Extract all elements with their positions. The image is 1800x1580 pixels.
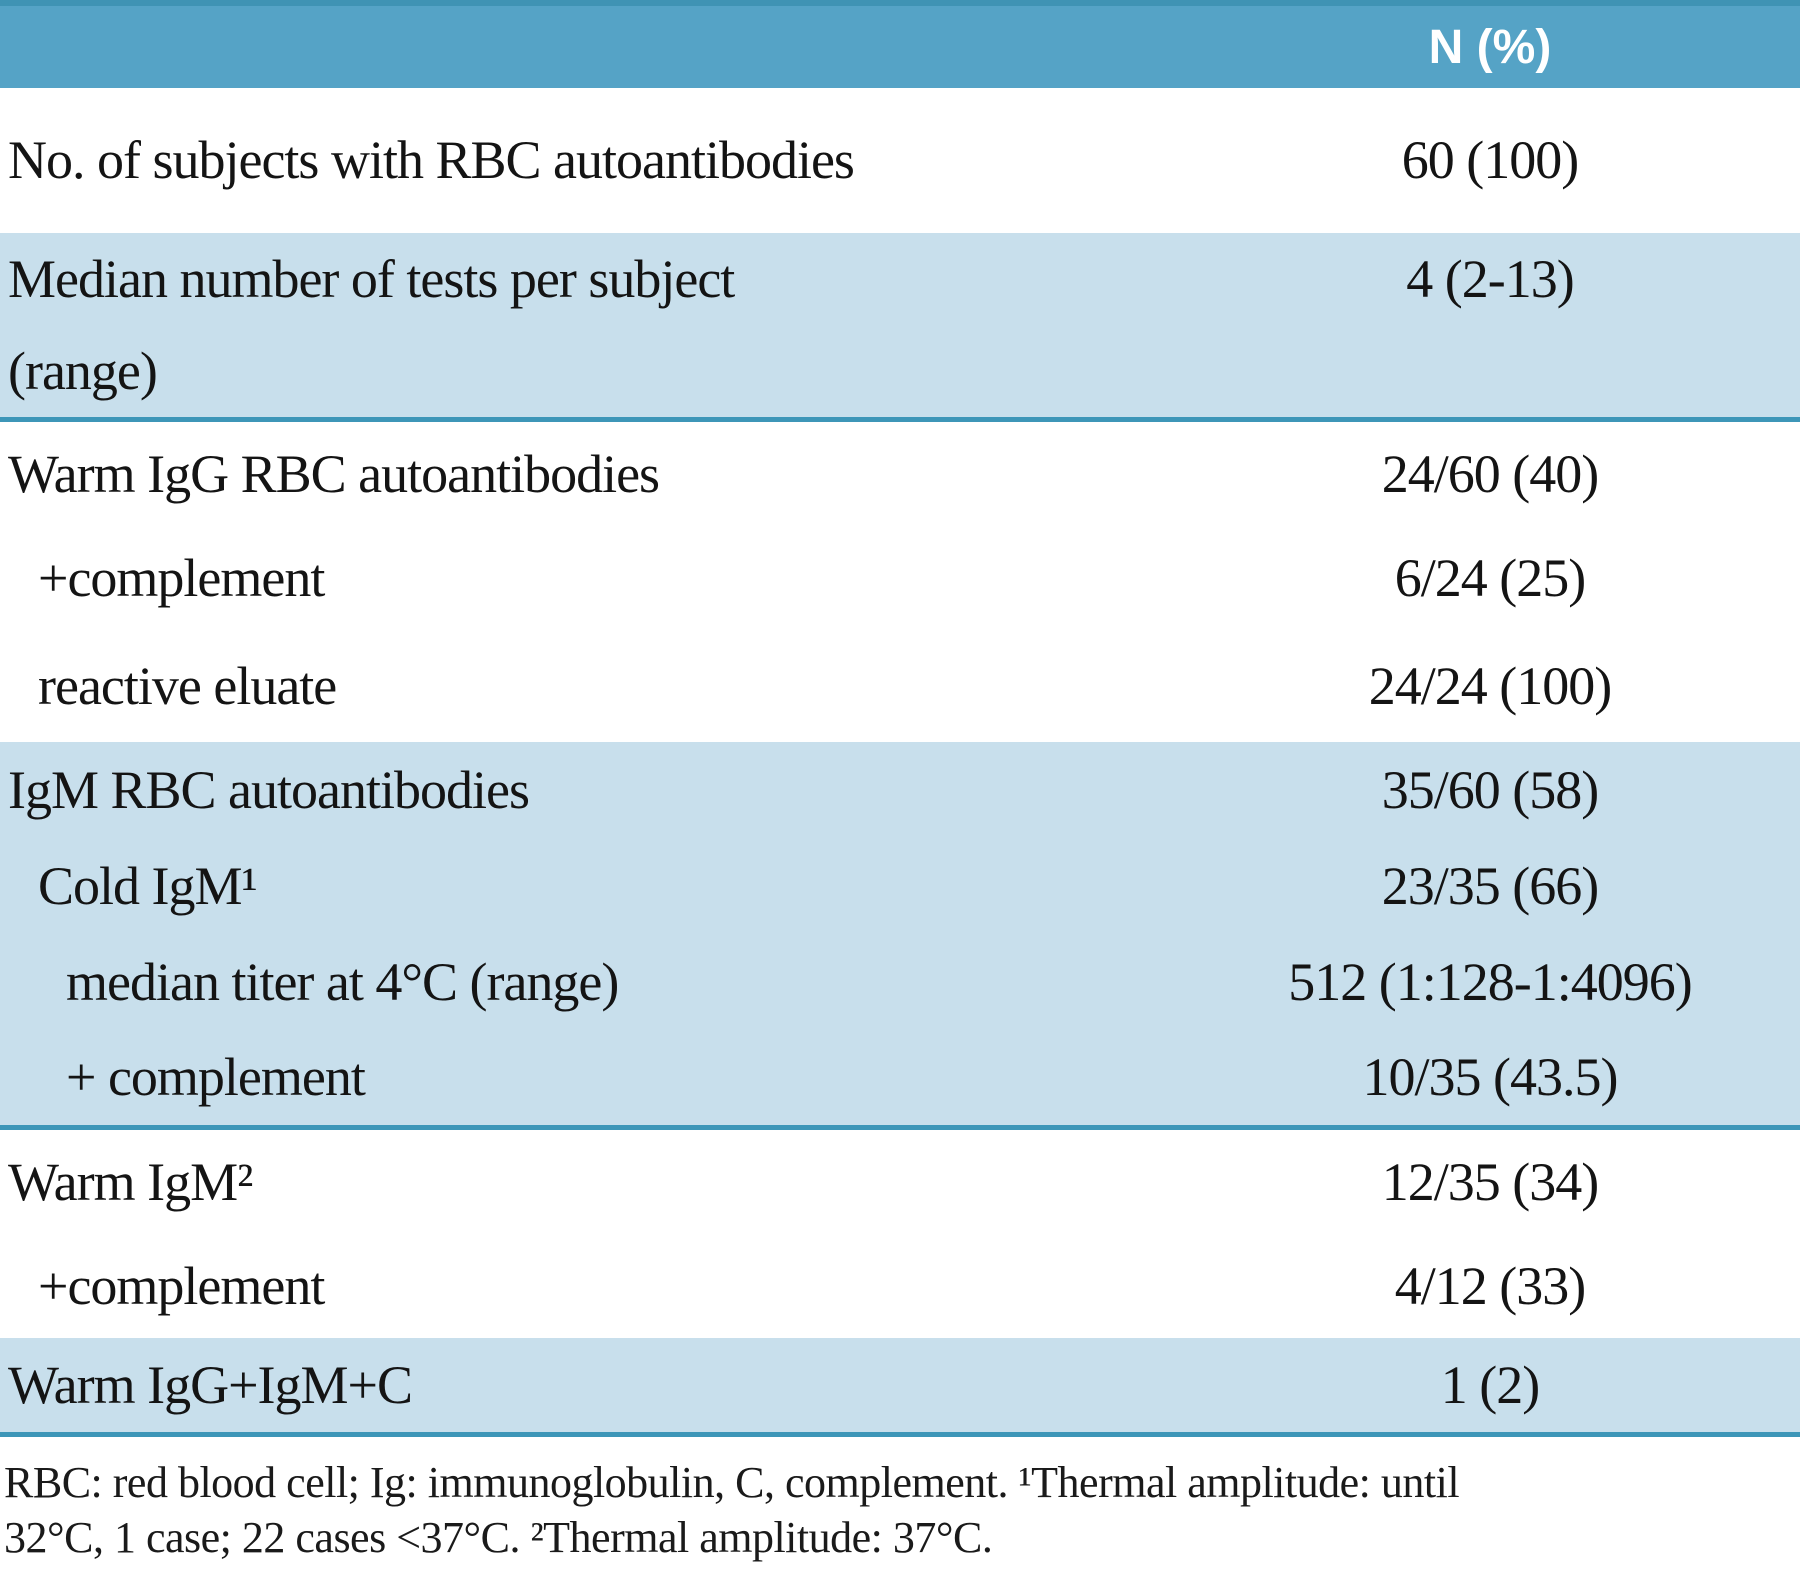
table-row: Warm IgG RBC autoantibodies 24/60 (40) bbox=[0, 422, 1800, 526]
table-body: No. of subjects with RBC autoantibodies 6… bbox=[0, 88, 1800, 1437]
table-row: Median number of tests per subject (range… bbox=[0, 233, 1800, 422]
row-label: + complement bbox=[66, 1047, 366, 1108]
row-value: 6/24 (25) bbox=[1394, 547, 1586, 608]
row-value: 12/35 (34) bbox=[1381, 1151, 1599, 1212]
table-row: median titer at 4°C (range) 512 (1:128-1:… bbox=[0, 934, 1800, 1030]
row-label-line-2: (range) bbox=[8, 340, 158, 401]
row-label-line-1: Median number of tests per subject bbox=[8, 248, 735, 309]
row-label: +complement bbox=[38, 547, 325, 608]
row-label: +complement bbox=[38, 1255, 325, 1316]
row-label: No. of subjects with RBC autoantibodies bbox=[8, 130, 855, 191]
row-label: reactive eluate bbox=[38, 655, 337, 716]
row-label: Warm IgG RBC autoantibodies bbox=[8, 443, 660, 504]
row-value: 512 (1:128-1:4096) bbox=[1288, 951, 1692, 1012]
row-value: 24/60 (40) bbox=[1381, 443, 1599, 504]
table-row: Cold IgM¹ 23/35 (66) bbox=[0, 838, 1800, 934]
row-value: 60 (100) bbox=[1401, 130, 1579, 191]
table-row: +complement 4/12 (33) bbox=[0, 1234, 1800, 1338]
row-label: Warm IgG+IgM+C bbox=[8, 1354, 413, 1415]
row-label: Median number of tests per subject (range… bbox=[0, 233, 1180, 417]
row-label: IgM RBC autoantibodies bbox=[8, 759, 530, 820]
table-header-row: N (%) bbox=[0, 0, 1800, 88]
row-value: 4/12 (33) bbox=[1394, 1255, 1586, 1316]
table-row: reactive eluate 24/24 (100) bbox=[0, 630, 1800, 742]
table-row: +complement 6/24 (25) bbox=[0, 526, 1800, 630]
row-value: 24/24 (100) bbox=[1368, 655, 1612, 716]
row-value: 23/35 (66) bbox=[1381, 855, 1599, 916]
table-row: Warm IgM² 12/35 (34) bbox=[0, 1130, 1800, 1234]
row-value: 35/60 (58) bbox=[1381, 759, 1599, 820]
table-row: IgM RBC autoantibodies 35/60 (58) bbox=[0, 742, 1800, 838]
header-label-column-spacer bbox=[0, 6, 1180, 88]
footnote-line-2: 32°C, 1 case; 22 cases <37°C. ²Thermal a… bbox=[4, 1513, 993, 1562]
row-value: 10/35 (43.5) bbox=[1362, 1047, 1619, 1108]
row-value: 1 (2) bbox=[1440, 1354, 1540, 1415]
table-row: No. of subjects with RBC autoantibodies 6… bbox=[0, 88, 1800, 233]
row-label: Cold IgM¹ bbox=[38, 855, 258, 916]
column-header-n-percent: N (%) bbox=[1428, 20, 1552, 74]
table-row: Warm IgG+IgM+C 1 (2) bbox=[0, 1338, 1800, 1437]
row-value: 4 (2-13) bbox=[1406, 248, 1574, 309]
row-label: Warm IgM² bbox=[8, 1151, 253, 1212]
footnote-line-1: RBC: red blood cell; Ig: immunoglobulin,… bbox=[4, 1458, 1460, 1507]
row-label: median titer at 4°C (range) bbox=[66, 951, 619, 1012]
table-row: + complement 10/35 (43.5) bbox=[0, 1030, 1800, 1130]
table-footnote: RBC: red blood cell; Ig: immunoglobulin,… bbox=[0, 1437, 1800, 1565]
